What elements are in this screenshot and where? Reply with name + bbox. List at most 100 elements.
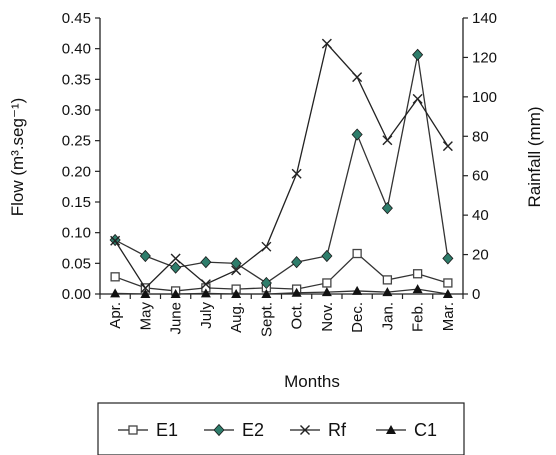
data-point: [170, 261, 182, 274]
series-e2: [109, 48, 454, 290]
data-point: [442, 289, 453, 298]
legend-label: C1: [414, 420, 437, 440]
data-point: [351, 128, 363, 141]
x-tick-label: July: [198, 302, 215, 329]
data-point: [382, 135, 393, 146]
x-marker-stroke: [352, 72, 363, 83]
data-point: [140, 283, 151, 294]
x-tick-label: June: [168, 302, 185, 335]
right-tick-label: 60: [472, 168, 489, 185]
x-tick-label: Dec.: [349, 302, 366, 333]
x-marker-stroke: [300, 425, 310, 435]
series-line: [115, 288, 448, 295]
x-tick-label: Apr.: [107, 302, 124, 329]
right-tick-label: 120: [472, 49, 497, 66]
data-point: [110, 235, 121, 246]
series-layer: [109, 38, 454, 298]
data-point: [291, 256, 303, 269]
x-axis-title: Months: [284, 372, 340, 391]
left-tick-label: 0.40: [62, 41, 91, 58]
data-point: [412, 284, 423, 294]
data-point: [128, 425, 138, 435]
right-axis-title: Rainfall (mm): [525, 106, 544, 207]
series-line: [114, 252, 449, 292]
data-point: [139, 249, 151, 263]
x-tick-label: Jan.: [379, 302, 396, 330]
data-point: [442, 252, 454, 265]
data-point: [170, 289, 181, 298]
data-point: [261, 241, 272, 252]
legend-item-e2: E2: [204, 420, 264, 440]
x-tick-label: Nov.: [319, 302, 336, 332]
x-marker-stroke: [170, 253, 181, 264]
left-tick-label: 0.20: [62, 163, 91, 180]
left-tick-label: 0.10: [62, 225, 91, 242]
x-tick-label: Oct.: [289, 302, 306, 330]
right-y-axis: 0 20 40 60 80 100 120 140: [463, 10, 497, 303]
data-point: [381, 202, 393, 215]
series-line: [114, 54, 449, 284]
x-marker-stroke: [412, 93, 423, 104]
data-point: [386, 425, 396, 434]
x-axis: Apr. May June July Aug. Sept. Oct. Nov. Dec. Jan.…: [99, 294, 464, 337]
x-tick-label: Aug.: [228, 302, 245, 333]
data-point: [382, 275, 393, 285]
data-point: [412, 48, 424, 61]
data-point: [412, 93, 423, 104]
data-point: [321, 249, 333, 263]
right-tick-label: 100: [472, 89, 497, 106]
x-marker-stroke: [261, 241, 272, 252]
left-y-axis: 0.00 0.05 0.10 0.15 0.20 0.25 0.30 0.35 0.40 0.45: [62, 10, 100, 303]
x-tick-label: Mar.: [440, 302, 457, 331]
data-point: [230, 257, 242, 270]
legend-label: E1: [156, 420, 178, 440]
series-rf: [110, 38, 453, 294]
legend-box: [97, 402, 465, 455]
data-point: [170, 253, 181, 264]
data-point: [110, 288, 121, 298]
data-point: [352, 285, 363, 295]
data-point: [352, 72, 363, 83]
x-tick-label: May: [137, 302, 154, 331]
data-point: [231, 265, 242, 276]
data-point: [321, 287, 332, 297]
legend-item-rf: Rf: [290, 420, 347, 440]
x-tick-label: Feb.: [410, 302, 427, 332]
series-line: [114, 42, 449, 290]
data-point: [291, 168, 302, 179]
data-point: [231, 289, 242, 298]
left-tick-label: 0.25: [62, 133, 91, 150]
series-c1: [110, 284, 453, 298]
x-marker-stroke: [442, 141, 453, 152]
legend-label: Rf: [328, 420, 347, 440]
x-marker-stroke: [231, 265, 242, 276]
x-marker-stroke: [200, 279, 211, 290]
data-point: [200, 288, 211, 298]
x-marker-stroke: [291, 168, 302, 179]
data-point: [322, 278, 332, 288]
data-point: [443, 278, 453, 288]
left-tick-label: 0.15: [62, 194, 91, 211]
left-tick-label: 0.30: [62, 102, 91, 119]
data-point: [110, 272, 120, 282]
data-point: [261, 289, 272, 298]
right-tick-label: 80: [472, 128, 489, 145]
legend-item-c1: C1: [376, 420, 437, 440]
x-tick-label: Sept.: [258, 302, 275, 337]
left-tick-label: 0.00: [62, 286, 91, 303]
data-point: [291, 287, 302, 297]
data-point: [260, 276, 272, 290]
right-tick-label: 0: [472, 286, 480, 303]
x-marker-stroke: [110, 235, 121, 246]
legend-label: E2: [242, 420, 264, 440]
data-point: [200, 256, 212, 269]
chart-legend: E1 E2 Rf C1: [97, 402, 465, 455]
x-marker-stroke: [140, 283, 151, 294]
right-tick-label: 20: [472, 247, 489, 264]
right-tick-label: 140: [472, 10, 497, 27]
x-marker-stroke: [382, 135, 393, 146]
legend-item-e1: E1: [118, 420, 178, 440]
data-point: [352, 248, 362, 259]
data-point: [213, 423, 225, 437]
